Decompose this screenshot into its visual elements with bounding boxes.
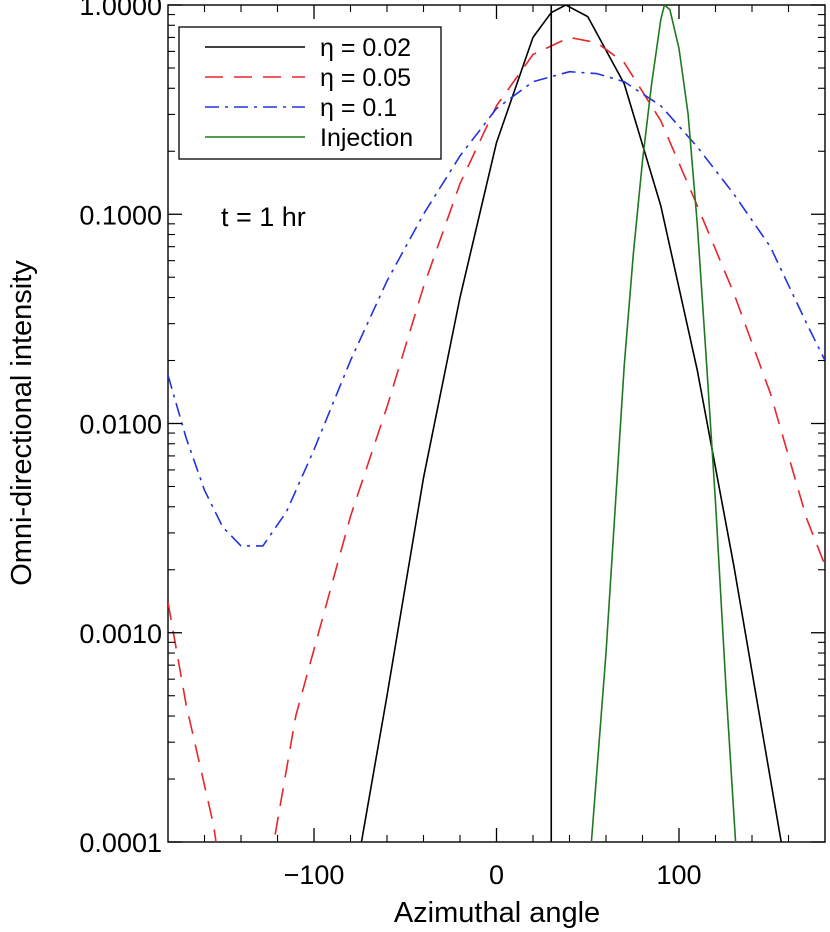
x-tick-label: 100 [656,860,701,890]
series-layer [168,5,825,842]
y-tick-label: 0.0100 [79,410,162,440]
y-tick-label: 0.0001 [79,828,162,858]
y-axis-label: Omni-directional intensity [6,260,38,586]
x-tick-label: 0 [489,860,504,890]
series-line-4 [590,5,737,842]
x-axis-label: Azimuthal angle [394,897,600,929]
y-tick-label: 0.1000 [79,200,162,230]
legend-label: η = 0.05 [320,64,411,92]
series-line-2 [168,36,825,842]
legend-label: η = 0.02 [320,34,411,62]
series-line-3 [168,70,825,547]
y-tick-label: 1.0000 [79,0,162,21]
legend-label: η = 0.1 [320,94,397,122]
x-tick-label: −100 [284,860,345,890]
tick-layer: 0.0001 0.0010 0.0100 0.1000 1.0000 −100 0 100 [79,0,825,890]
legend-label: Injection [320,124,413,152]
y-tick-label: 0.0010 [79,619,162,649]
series-line-1 [360,5,782,842]
time-annotation: t = 1 hr [221,202,306,232]
